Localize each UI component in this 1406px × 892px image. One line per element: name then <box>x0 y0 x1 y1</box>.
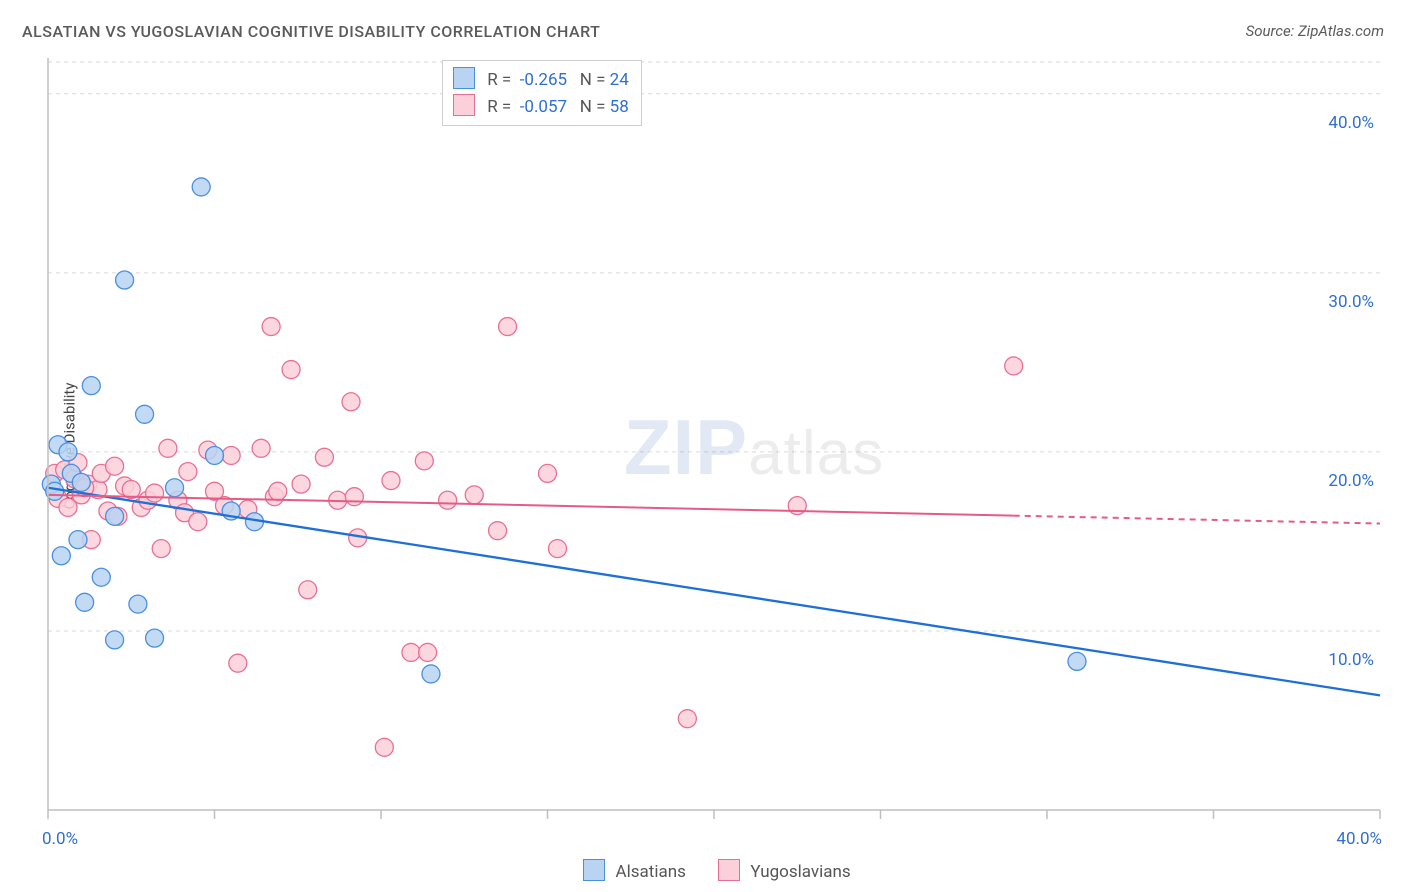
n-value: 58 <box>610 97 629 117</box>
svg-text:0.0%: 0.0% <box>42 829 78 849</box>
r-value: -0.057 <box>520 97 567 117</box>
svg-text:30.0%: 30.0% <box>1328 292 1374 312</box>
svg-text:10.0%: 10.0% <box>1328 650 1374 670</box>
n-value: 24 <box>610 70 629 90</box>
legend-swatch-yugoslavians-icon <box>718 859 740 881</box>
swatch-alsatians-icon <box>453 67 475 89</box>
svg-text:20.0%: 20.0% <box>1328 471 1374 491</box>
correlation-stats-box: R = -0.265 N = 24 R = -0.057 N = 58 <box>442 60 642 126</box>
legend-swatch-alsatians-icon <box>583 859 605 881</box>
legend-label: Yugoslavians <box>750 862 850 882</box>
svg-text:40.0%: 40.0% <box>1328 113 1374 133</box>
correlation-scatter-chart: 10.0% 20.0% 30.0% 40.0% ZIPatlas 0.0% 40.0% <box>0 0 1406 892</box>
r-value: -0.265 <box>520 70 567 90</box>
stats-row-yugoslavians: R = -0.057 N = 58 <box>453 94 629 121</box>
stats-row-alsatians: R = -0.265 N = 24 <box>453 67 629 94</box>
legend-bottom: Alsatians Yugoslavians <box>0 859 1406 882</box>
legend-label: Alsatians <box>616 862 686 882</box>
svg-text:40.0%: 40.0% <box>1336 829 1382 849</box>
svg-text:ZIPatlas: ZIPatlas <box>624 403 884 491</box>
swatch-yugoslavians-icon <box>453 94 475 116</box>
